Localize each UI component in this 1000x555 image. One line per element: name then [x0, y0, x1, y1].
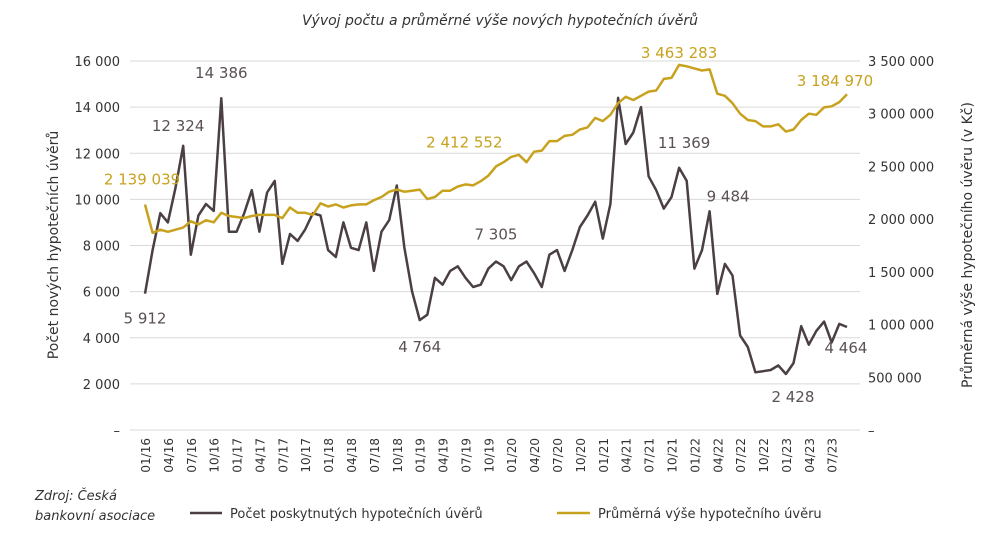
x-tick-label: 04/23	[803, 438, 817, 473]
x-tick-label: 01/23	[780, 438, 794, 473]
count-data-label: 4 764	[398, 338, 441, 356]
left-tick-label: 8 000	[83, 240, 120, 255]
x-tick-label: 10/18	[391, 438, 405, 473]
right-tick-label: 3 000 000	[868, 108, 934, 123]
x-tick-label: 01/20	[505, 438, 519, 473]
right-tick-label: 2 000 000	[868, 213, 934, 228]
x-tick-label: 10/16	[208, 438, 222, 473]
x-tick-label: 04/17	[253, 438, 267, 473]
right-tick-label: 3 500 000	[868, 55, 934, 70]
x-tick-label: 01/16	[139, 438, 153, 473]
x-tick-label: 07/18	[368, 438, 382, 473]
right-tick-label: 1 500 000	[868, 266, 934, 281]
count-data-label: 11 369	[658, 134, 711, 152]
series-lines	[143, 63, 848, 376]
x-axis-ticks: 01/16 04/16 07/16 10/16 01/17 04/17 07/17 10/17…	[139, 438, 840, 473]
x-tick-label: 01/19	[414, 438, 428, 473]
x-tick-label: 04/21	[620, 438, 634, 473]
legend-label-average: Průměrná výše hypotečního úvěru	[598, 507, 822, 522]
x-tick-label: 04/19	[437, 438, 451, 473]
legend: Počet poskytnutých hypotečních úvěrů Prů…	[190, 507, 822, 522]
x-tick-label: 07/17	[276, 438, 290, 473]
average-data-label: 2 139 039	[104, 170, 180, 188]
left-tick-label: 10 000	[75, 193, 121, 208]
gridlines	[130, 60, 860, 431]
count-data-label: 14 386	[195, 64, 248, 82]
x-tick-label: 04/22	[711, 438, 725, 473]
chart-title: Vývoj počtu a průměrné výše nových hypot…	[302, 13, 698, 29]
left-axis-title: Počet nových hypotečních úvěrů	[46, 131, 62, 359]
x-tick-label: 07/22	[734, 438, 748, 473]
x-tick-label: 01/17	[231, 438, 245, 473]
count-data-label: 7 305	[475, 226, 518, 244]
left-tick-label: 12 000	[75, 147, 121, 162]
x-tick-label: 10/19	[482, 438, 496, 473]
x-tick-label: 10/22	[757, 438, 771, 473]
count-series-line	[143, 96, 848, 376]
average-data-label: 3 184 970	[797, 72, 873, 90]
average-series-line	[143, 63, 848, 235]
count-data-label: 2 428	[771, 388, 814, 406]
x-tick-label: 10/20	[574, 438, 588, 473]
x-tick-label: 01/18	[322, 438, 336, 473]
right-axis-title: Průměrná výše hypotečního úvěru (v Kč)	[960, 102, 976, 388]
left-tick-label: 2 000	[83, 378, 120, 393]
count-data-label: 4 464	[824, 339, 867, 357]
data-labels: 5 912 12 324 14 386 4 764 7 305 11 369 9 484 2 …	[104, 44, 873, 406]
x-tick-label: 01/21	[597, 438, 611, 473]
left-tick-label: 14 000	[75, 101, 121, 116]
count-data-label: 12 324	[152, 117, 205, 135]
x-tick-label: 07/20	[551, 438, 565, 473]
x-tick-label: 07/16	[185, 438, 199, 473]
source-line-1: Zdroj: Česká	[34, 488, 117, 504]
right-tick-label: 2 500 000	[868, 160, 934, 175]
count-data-label: 9 484	[707, 187, 750, 205]
x-tick-label: 07/23	[826, 438, 840, 473]
right-tick-label: 500 000	[868, 371, 922, 386]
x-tick-label: 04/18	[345, 438, 359, 473]
x-tick-label: 04/16	[162, 438, 176, 473]
right-tick-label: –	[868, 424, 875, 439]
x-tick-label: 10/17	[299, 438, 313, 473]
x-tick-label: 07/21	[643, 438, 657, 473]
left-tick-label: 4 000	[83, 332, 120, 347]
left-tick-label: –	[114, 424, 121, 439]
left-tick-label: 16 000	[75, 55, 121, 70]
right-tick-label: 1 000 000	[868, 319, 934, 334]
right-axis-ticks: – 500 000 1 000 000 1 500 000 2 000 000 2 500…	[868, 55, 934, 439]
source-line-2: bankovní asociace	[35, 509, 155, 524]
x-tick-label: 01/22	[688, 438, 702, 473]
count-data-label: 5 912	[124, 310, 167, 328]
legend-label-count: Počet poskytnutých hypotečních úvěrů	[230, 507, 483, 522]
average-data-label: 2 412 552	[426, 134, 502, 152]
left-axis-ticks: – 2 000 4 000 6 000 8 000 10 000 12 000 14 000 1…	[75, 55, 121, 439]
x-tick-label: 07/19	[459, 438, 473, 473]
x-tick-label: 04/20	[528, 438, 542, 473]
left-tick-label: 6 000	[83, 286, 120, 301]
x-tick-label: 10/21	[665, 438, 679, 473]
average-data-label: 3 463 283	[641, 44, 717, 62]
